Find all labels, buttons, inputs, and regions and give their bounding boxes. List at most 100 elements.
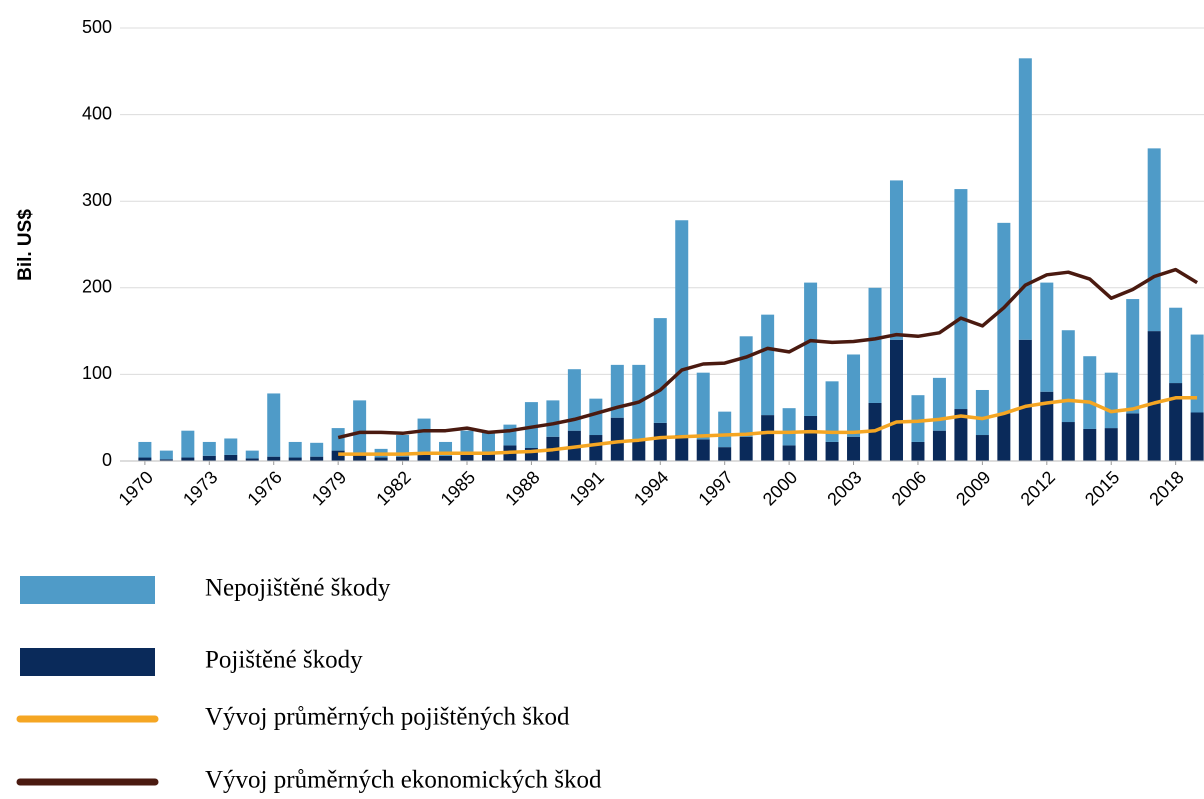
y-tick-label: 0: [102, 450, 112, 470]
bar: [825, 381, 839, 442]
bar: [481, 432, 495, 453]
bar: [460, 430, 474, 455]
bar: [696, 439, 710, 461]
bar: [331, 450, 345, 461]
x-tick-label: 1994: [630, 467, 672, 509]
bar: [954, 409, 968, 461]
x-tick-label: 2000: [759, 467, 801, 509]
y-tick-label: 400: [82, 103, 112, 123]
y-axis-label: Bil. US$: [15, 209, 36, 281]
bar: [696, 372, 710, 440]
bar: [503, 424, 517, 446]
bar: [181, 430, 195, 458]
bar: [675, 220, 689, 436]
x-tick-label: 1997: [694, 467, 736, 509]
bar: [1040, 391, 1054, 461]
x-tick-label: 1985: [437, 467, 479, 509]
bar: [288, 457, 302, 461]
bar: [911, 395, 925, 442]
bar: [224, 454, 238, 461]
bar: [847, 354, 861, 437]
x-tick-label: 1973: [179, 467, 221, 509]
bar: [610, 364, 624, 418]
bar: [761, 314, 775, 416]
x-tick-label: 2012: [1017, 467, 1059, 509]
x-tick-label: 1988: [501, 467, 543, 509]
x-tick-label: 2003: [823, 467, 865, 509]
bar: [1104, 372, 1118, 429]
bar: [1126, 413, 1140, 461]
bar: [1147, 331, 1161, 461]
bar: [1061, 330, 1075, 423]
bar: [159, 450, 173, 460]
bar: [825, 441, 839, 461]
bar: [439, 455, 453, 461]
bar: [460, 454, 474, 461]
legend-label: Pojištěné škody: [205, 647, 363, 674]
bar: [310, 456, 324, 461]
bar: [202, 455, 216, 461]
y-tick-label: 100: [82, 363, 112, 383]
bar: [997, 222, 1011, 414]
bar: [224, 438, 238, 455]
bar: [739, 436, 753, 461]
x-tick-label: 1979: [308, 467, 350, 509]
bar: [353, 400, 367, 455]
bar: [524, 402, 538, 449]
bar: [911, 441, 925, 461]
bar: [975, 389, 989, 436]
x-tick-label: 1970: [115, 467, 157, 509]
bar: [975, 435, 989, 461]
bar: [417, 418, 431, 455]
bar: [396, 456, 410, 461]
bar: [1190, 412, 1204, 461]
bar: [889, 339, 903, 461]
bar: [889, 180, 903, 340]
x-tick-label: 1991: [566, 467, 608, 509]
bar: [932, 430, 946, 461]
bar: [353, 454, 367, 461]
bar: [932, 377, 946, 431]
bar: [1018, 58, 1032, 340]
bar: [718, 411, 732, 448]
bar: [1147, 148, 1161, 332]
bar: [589, 398, 603, 436]
bar: [1190, 334, 1204, 413]
bar: [997, 413, 1011, 461]
bar: [739, 336, 753, 437]
x-tick-label: 2006: [888, 467, 930, 509]
bar: [374, 457, 388, 461]
bar: [782, 445, 796, 461]
bar: [396, 435, 410, 457]
bar: [653, 318, 667, 423]
bar: [202, 441, 216, 456]
bar: [1083, 356, 1097, 429]
legend-swatch: [20, 576, 155, 604]
bar: [804, 282, 818, 416]
bar: [954, 189, 968, 410]
bar: [804, 415, 818, 461]
bar: [267, 393, 281, 457]
bar: [1040, 282, 1054, 392]
bar: [1061, 422, 1075, 461]
bar: [610, 417, 624, 461]
y-tick-label: 200: [82, 277, 112, 297]
x-tick-label: 2018: [1145, 467, 1187, 509]
bar: [567, 369, 581, 431]
legend-label: Vývoj průměrných pojištěných škod: [205, 704, 570, 731]
legend-label: Vývoj průměrných ekonomických škod: [205, 767, 602, 794]
bar: [181, 457, 195, 461]
bar: [138, 441, 152, 458]
bar: [267, 456, 281, 461]
bar: [481, 452, 495, 461]
bar: [159, 459, 173, 461]
x-tick-label: 2009: [952, 467, 994, 509]
bar: [1104, 428, 1118, 461]
line: [338, 396, 1198, 456]
bar: [675, 435, 689, 461]
bar: [1018, 339, 1032, 461]
bar: [331, 428, 345, 451]
bar: [718, 447, 732, 461]
bar: [1169, 383, 1183, 461]
